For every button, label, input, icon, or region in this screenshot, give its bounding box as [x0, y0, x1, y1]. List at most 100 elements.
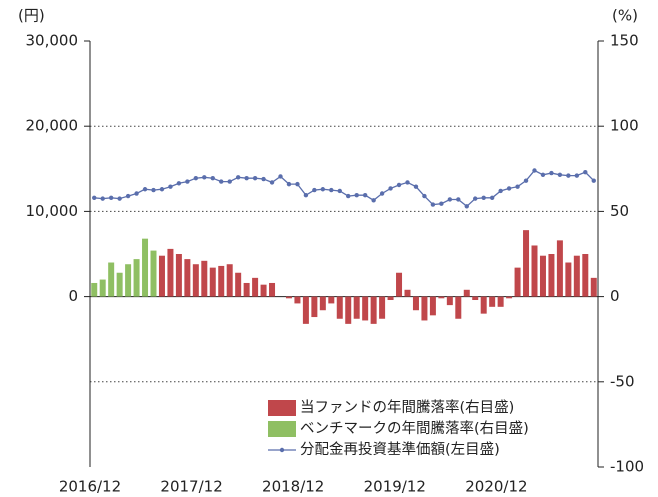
bar [285, 296, 292, 299]
bar [480, 296, 487, 314]
point [439, 201, 444, 206]
point [498, 188, 503, 194]
bar [125, 264, 132, 297]
legend-label: ベンチマークの年間騰落率(右目盛) [300, 419, 529, 437]
point [168, 184, 173, 189]
bar [311, 296, 318, 318]
bar [243, 282, 250, 297]
point [159, 187, 165, 192]
point [108, 195, 114, 200]
y-tick-label: 20,000 [26, 117, 79, 135]
bar [99, 279, 106, 297]
bar [455, 296, 462, 319]
bar [514, 267, 521, 297]
point [405, 180, 410, 185]
bar [412, 296, 419, 311]
legend-label: 分配金再投資基準価額(左目盛) [300, 441, 500, 458]
bar [523, 230, 530, 297]
bar [446, 296, 453, 306]
point [100, 196, 105, 201]
point [591, 178, 596, 183]
point [125, 193, 131, 199]
point [489, 195, 495, 200]
bar [269, 282, 276, 297]
x-tick-label: 2017/12 [160, 478, 222, 496]
bar [192, 264, 199, 297]
bar [497, 296, 504, 307]
bar [252, 277, 259, 297]
y-tick-label: 10,000 [26, 202, 79, 220]
point [557, 172, 563, 177]
bar [556, 240, 563, 297]
y-tick-label: 30,000 [26, 32, 79, 50]
point [134, 191, 139, 196]
point [430, 202, 436, 207]
point [303, 193, 309, 198]
point [202, 175, 207, 180]
bar [421, 296, 428, 321]
y2-tick-label: 50 [610, 202, 629, 220]
bar [302, 296, 309, 324]
point [447, 197, 453, 202]
point [185, 179, 190, 184]
point [523, 178, 529, 183]
legend-box [264, 394, 592, 465]
legend-swatch [279, 447, 285, 453]
bar [235, 272, 242, 297]
point [362, 193, 368, 198]
point [235, 175, 241, 180]
x-tick-label: 2020/12 [465, 478, 527, 496]
point [320, 187, 326, 192]
point [566, 173, 571, 178]
bar [565, 262, 572, 297]
point [176, 181, 182, 186]
point [574, 173, 580, 178]
x-tick-label: 2016/12 [59, 478, 121, 496]
bar [396, 272, 403, 297]
point [346, 193, 351, 199]
point [227, 179, 232, 184]
bar [108, 262, 115, 297]
y2-unit-label: (%) [612, 7, 638, 25]
bar [209, 267, 216, 297]
point [337, 188, 342, 194]
bar [328, 296, 335, 304]
point [312, 187, 317, 193]
point [142, 187, 148, 192]
legend-label: 当ファンドの年間騰落率(右目盛) [300, 398, 514, 416]
bar [353, 296, 360, 319]
bar [319, 296, 326, 311]
bar [573, 255, 580, 297]
point [354, 193, 359, 198]
point [549, 170, 554, 176]
bar [387, 296, 394, 301]
bar [531, 245, 538, 297]
y-tick-label: 0 [68, 287, 78, 305]
point [481, 195, 486, 200]
bar [116, 272, 123, 297]
bar [226, 264, 233, 297]
bar [429, 296, 436, 316]
x-tick-label: 2019/12 [364, 478, 426, 496]
point [540, 172, 546, 177]
point [244, 175, 249, 181]
point [210, 175, 215, 181]
point [92, 195, 97, 200]
bar [345, 296, 352, 324]
bar [438, 296, 445, 299]
bar [548, 254, 555, 297]
point [379, 191, 385, 196]
y2-tick-label: -100 [610, 458, 644, 476]
legend: 当ファンドの年間騰落率(右目盛) ベンチマークの年間騰落率(右目盛) 分配金再投資基… [264, 394, 592, 465]
point [261, 176, 266, 182]
bar [404, 289, 411, 297]
point [151, 187, 156, 193]
bar [472, 296, 479, 301]
point [464, 204, 469, 209]
bar [362, 296, 369, 321]
point [506, 186, 512, 191]
point [532, 168, 537, 173]
point [396, 182, 402, 188]
point [473, 196, 478, 201]
